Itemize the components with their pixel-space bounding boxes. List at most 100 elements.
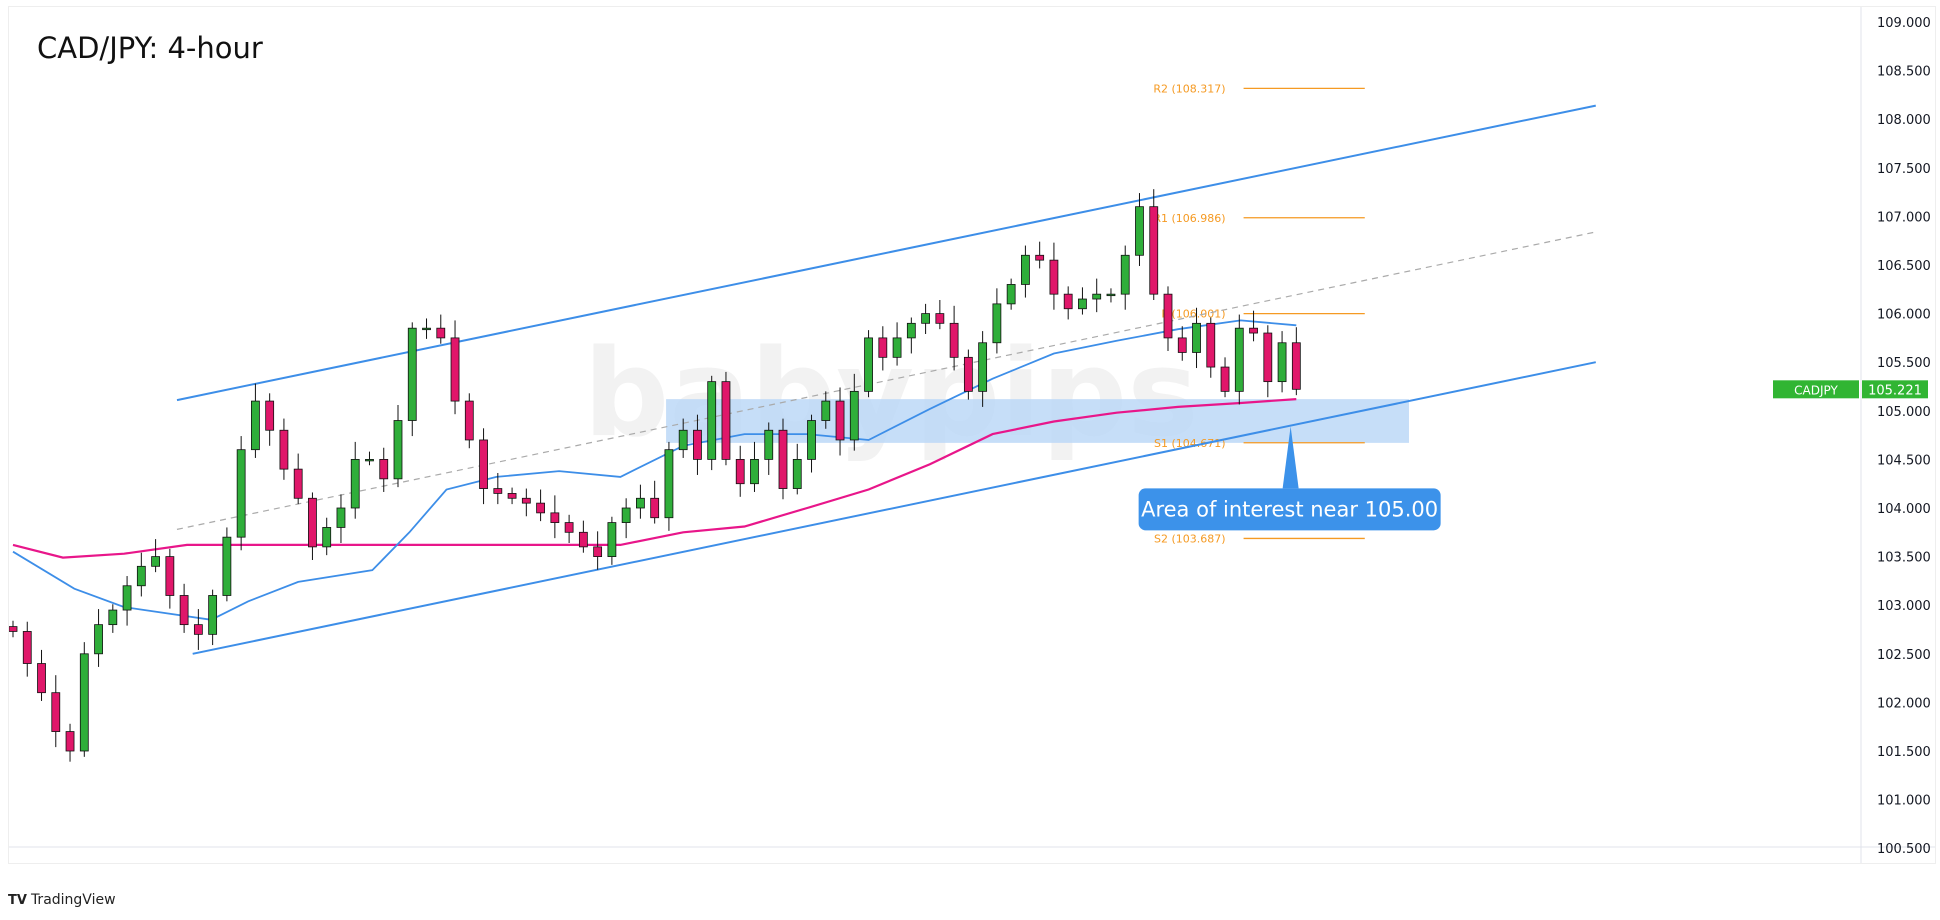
candle-body	[479, 439, 488, 489]
candle-body	[892, 337, 902, 358]
price-tick-label: 104.500	[1877, 453, 1931, 468]
candle-body	[1220, 366, 1230, 392]
price-tick-label: 104.000	[1877, 502, 1931, 517]
area-of-interest-zone	[666, 399, 1409, 443]
candle-body	[165, 556, 175, 596]
symbol-tag	[1773, 380, 1859, 399]
candle-body	[1092, 293, 1102, 300]
pivot-label: R2 (108.317)	[1153, 82, 1225, 95]
candle-body	[821, 400, 831, 421]
candle-body	[251, 400, 260, 451]
candle-body	[963, 356, 973, 392]
candle-body	[94, 624, 103, 655]
candle-body	[536, 502, 545, 514]
candle-body	[1049, 259, 1059, 295]
candle-body	[1249, 327, 1258, 334]
time-tick-label: May	[216, 862, 246, 863]
candle-body	[108, 609, 118, 626]
candle-body	[721, 381, 731, 460]
time-tick-label: 4	[1344, 862, 1352, 863]
candle-body	[521, 497, 531, 504]
time-tick-label: 6	[300, 862, 308, 863]
candle-body	[1277, 342, 1287, 383]
price-chart[interactable]: babypips 109.000 108.500 108.000 107.500 107.…	[9, 7, 1935, 863]
candle-body	[707, 381, 717, 460]
price-tick-label: 108.500	[1877, 65, 1931, 80]
candle-body	[1263, 332, 1273, 383]
candle-body	[778, 429, 788, 489]
candle-body	[864, 337, 873, 392]
candle-body	[1163, 293, 1173, 339]
candle-body	[507, 493, 517, 499]
candle-body	[79, 653, 89, 752]
candle-body	[51, 692, 61, 732]
candle-body	[1120, 254, 1130, 295]
time-tick-label: 26	[1194, 862, 1211, 863]
time-tick-label: 22	[1632, 862, 1649, 863]
candle-body	[336, 507, 346, 528]
chart-title: CAD/JPY: 4-hour	[37, 31, 263, 65]
candle-body	[750, 458, 759, 485]
moving-average-slow	[12, 398, 1297, 559]
moving-average-fast	[12, 319, 1297, 621]
time-tick-label: 5	[836, 862, 844, 863]
pivot-label: S1 (104.671)	[1154, 437, 1226, 450]
price-tick-label: 105.000	[1877, 405, 1931, 420]
tradingview-brand: TradingView	[30, 892, 116, 908]
price-tick-label: 101.500	[1877, 745, 1931, 760]
candle-body	[308, 497, 317, 548]
candle-body	[493, 488, 503, 494]
time-tick-label: 18	[505, 862, 522, 863]
candle-body	[621, 507, 631, 523]
candle-body	[1291, 342, 1301, 390]
candle-body	[992, 303, 1002, 344]
candle-body	[464, 400, 474, 441]
candle-body	[607, 522, 617, 558]
price-tick-label: 109.000	[1877, 16, 1931, 31]
candle-body	[222, 536, 232, 596]
price-tick-label: 105.500	[1877, 356, 1931, 371]
price-tick-label: 106.000	[1877, 308, 1931, 323]
candle-body	[949, 322, 959, 358]
time-tick-label: 27	[661, 862, 678, 863]
candle-body	[678, 429, 688, 451]
candle-body	[735, 458, 745, 485]
candle-body	[764, 429, 774, 460]
time-tick-label: 9	[374, 862, 382, 863]
time-tick-label: 14	[444, 862, 461, 863]
candle-body	[279, 429, 289, 470]
time-tick-label: 10	[904, 862, 921, 863]
price-tick-label: 101.000	[1877, 794, 1931, 809]
candle-body	[208, 595, 218, 635]
tradingview-footer[interactable]: TV TradingView	[8, 892, 116, 908]
price-tick-label: 102.000	[1877, 696, 1931, 711]
candle-body	[1234, 327, 1244, 392]
candle-body	[1177, 337, 1187, 353]
time-tick-label: Jun	[748, 862, 772, 863]
candle-body	[393, 420, 403, 480]
candle-body	[550, 512, 560, 523]
time-tick-label: 17	[1559, 862, 1576, 863]
chart-frame: babypips 109.000 108.500 108.000 107.500 107.…	[8, 6, 1936, 864]
candle-body	[436, 327, 446, 339]
time-tick-label: Aug	[1820, 862, 1849, 863]
time-tick-label: Jul	[1265, 862, 1285, 863]
last-price-label: 105.221	[1868, 383, 1922, 398]
candle-body	[422, 327, 431, 331]
price-tick-label: 107.500	[1877, 162, 1931, 177]
candle-body	[450, 337, 460, 402]
candle-body	[693, 429, 702, 460]
callout-text: Area of interest near 105.00	[1141, 497, 1438, 521]
price-tick-label: 100.500	[1877, 842, 1931, 857]
time-tick-label: 13	[977, 862, 994, 863]
candle-body	[921, 313, 930, 324]
symbol-label: CADJPY	[1794, 383, 1838, 397]
candle-body	[1192, 322, 1201, 353]
candle-body	[65, 731, 75, 752]
candle-body	[122, 585, 132, 611]
candle-body	[564, 522, 574, 533]
candle-body	[849, 390, 859, 441]
pivot-label: P (106.001)	[1161, 308, 1225, 321]
candle-body	[1206, 322, 1216, 368]
pivot-label: S2 (103.687)	[1154, 532, 1226, 545]
